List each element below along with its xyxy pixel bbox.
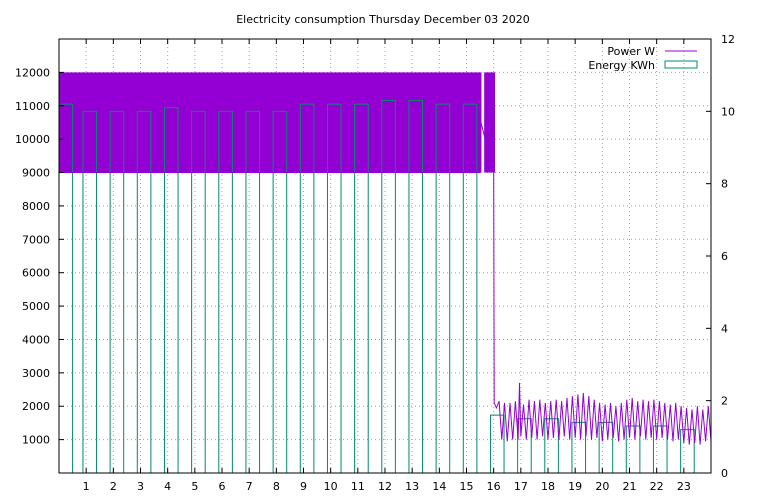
legend-swatch-energy	[664, 60, 698, 69]
axes: 1 2 3 4 5 6 7 8 9 10 11 12 13 14 15 16 17 18 19 20 21 22 23100…	[15, 33, 735, 493]
y-tick-label: 9000	[22, 167, 50, 180]
energy-bar	[571, 421, 587, 474]
chart-title: Electricity consumption Thursday Decembe…	[236, 13, 530, 26]
x-tick-label: 18	[541, 480, 555, 493]
y2-tick-label: 10	[721, 105, 735, 118]
x-tick-label: 8	[273, 480, 280, 493]
x-tick-label: 15	[460, 480, 474, 493]
x-tick-label: 21	[623, 480, 637, 493]
legend-label-power: Power W	[607, 45, 655, 58]
x-tick-label: 6	[219, 480, 226, 493]
x-tick-label: 3	[137, 480, 144, 493]
y2-tick-label: 6	[721, 250, 728, 263]
legend-label-energy: Energy KWh	[588, 59, 655, 72]
x-tick-label: 19	[568, 480, 582, 493]
y-tick-label: 7000	[22, 233, 50, 246]
power-band	[59, 72, 496, 173]
y-tick-label: 8000	[22, 200, 50, 213]
power-line	[59, 118, 712, 445]
x-tick-label: 12	[378, 480, 392, 493]
energy-bar	[489, 414, 505, 474]
x-tick-label: 10	[324, 480, 338, 493]
energy-bar	[517, 418, 532, 474]
y-tick-label: 11000	[15, 100, 50, 113]
x-tick-label: 17	[514, 480, 528, 493]
y-tick-label: 12000	[15, 66, 50, 79]
x-tick-label: 5	[191, 480, 198, 493]
y2-tick-label: 12	[721, 33, 735, 46]
y2-tick-label: 8	[721, 178, 728, 191]
x-tick-label: 22	[650, 480, 664, 493]
x-tick-label: 9	[300, 480, 307, 493]
y-tick-label: 5000	[22, 300, 50, 313]
x-tick-label: 20	[595, 480, 609, 493]
x-tick-label: 16	[487, 480, 501, 493]
y-tick-label: 1000	[22, 434, 50, 447]
legend: Power W Energy KWh	[588, 45, 698, 72]
x-tick-label: 7	[246, 480, 253, 493]
x-tick-label: 11	[351, 480, 365, 493]
power-band-gap	[481, 72, 485, 173]
y-tick-label: 2000	[22, 400, 50, 413]
x-tick-label: 23	[677, 480, 691, 493]
y2-tick-label: 0	[721, 467, 728, 480]
energy-bar	[680, 429, 695, 474]
x-tick-label: 2	[110, 480, 117, 493]
energy-bar	[625, 425, 641, 474]
power-series-line	[59, 118, 712, 445]
y-tick-label: 4000	[22, 333, 50, 346]
power-series-band	[59, 72, 496, 173]
y-tick-label: 3000	[22, 367, 50, 380]
y2-tick-label: 2	[721, 395, 728, 408]
x-tick-label: 14	[432, 480, 446, 493]
y-tick-label: 10000	[15, 133, 50, 146]
energy-bar	[652, 425, 668, 474]
y2-tick-label: 4	[721, 322, 728, 335]
x-tick-label: 4	[164, 480, 171, 493]
x-tick-label: 13	[405, 480, 419, 493]
y-tick-label: 6000	[22, 267, 50, 280]
x-tick-label: 1	[83, 480, 90, 493]
